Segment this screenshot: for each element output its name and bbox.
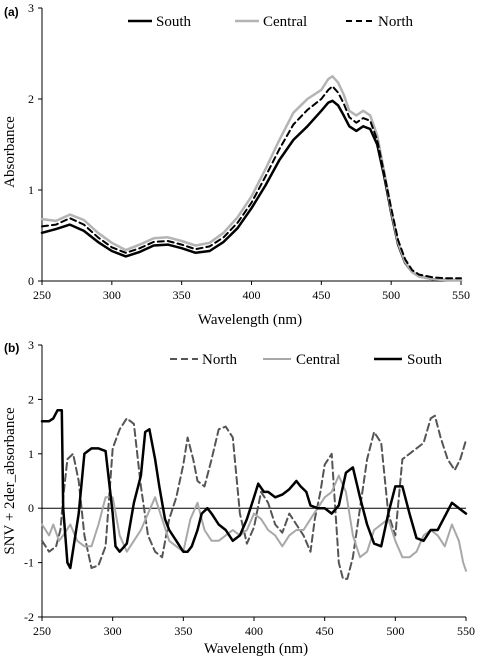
series-line-south-a: [40, 99, 463, 282]
x-tick-label-b: 550: [457, 624, 475, 638]
y-tick-label-a: 0: [28, 274, 34, 288]
y-tick-label-b: 2: [28, 392, 34, 406]
x-tick-label-a: 400: [243, 288, 261, 302]
series-line-north-a: [41, 85, 462, 280]
legend-label-central-b: Central: [296, 352, 340, 368]
absorbance-chart: (a) Wavelength (nm) Absorbance South Cen…: [2, 1, 470, 328]
legend-label-south-b: South: [407, 352, 443, 368]
y-axis-label-a: Absorbance: [2, 116, 18, 188]
series-line-south-b: [40, 409, 468, 570]
x-tick-label-b: 350: [174, 624, 192, 638]
series-line-central-a: [40, 75, 463, 282]
x-tick-label-b: 250: [33, 624, 51, 638]
x-tick-label-a: 350: [173, 288, 191, 302]
x-tick-label-a: 250: [33, 288, 51, 302]
y-tick-label-b: 0: [28, 501, 34, 515]
y-tick-label-a: 3: [28, 1, 34, 15]
x-axis-label-b: Wavelength (nm): [204, 641, 308, 657]
x-tick-label-b: 300: [104, 624, 122, 638]
y-tick-label-a: 2: [28, 92, 34, 106]
y-tick-label-b: 3: [28, 338, 34, 352]
y-tick-label-b: 1: [28, 447, 34, 461]
series-line-central-b: [41, 474, 467, 572]
legend-label-north-b: North: [202, 352, 237, 368]
y-tick-label-b: -1: [24, 556, 34, 570]
x-tick-label-b: 450: [316, 624, 334, 638]
y-axis-label-b: SNV + 2der_absorbance: [2, 407, 18, 555]
legend-label-south-a: South: [156, 14, 192, 30]
snv-2der-chart: (b) Wavelength (nm) SNV + 2der_absorbanc…: [2, 338, 475, 657]
x-tick-label-b: 400: [245, 624, 263, 638]
series-line-north-b: [41, 414, 467, 580]
x-tick-label-a: 450: [312, 288, 330, 302]
legend-label-central-a: Central: [263, 14, 307, 30]
y-tick-label-a: 1: [28, 183, 34, 197]
legend-label-north-a: North: [378, 14, 413, 30]
x-tick-label-a: 550: [452, 288, 470, 302]
x-axis-label-a: Wavelength (nm): [198, 312, 302, 328]
panel-label-a: (a): [4, 5, 19, 19]
x-tick-label-a: 300: [103, 288, 121, 302]
x-tick-label-a: 500: [382, 288, 400, 302]
panel-label-b: (b): [4, 341, 19, 355]
y-tick-label-b: -2: [24, 610, 34, 624]
x-tick-label-b: 500: [386, 624, 404, 638]
